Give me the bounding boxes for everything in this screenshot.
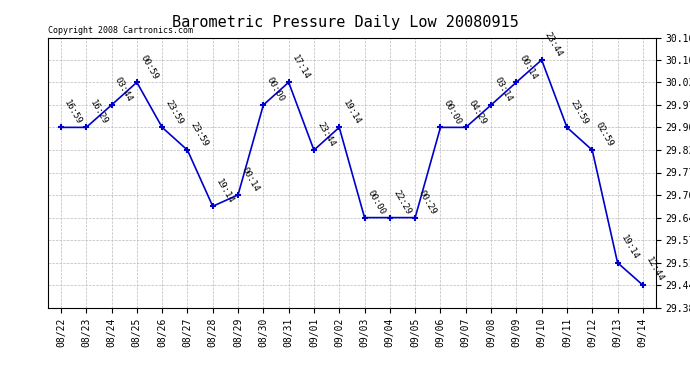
Text: 23:59: 23:59 [189,121,210,149]
Text: 23:59: 23:59 [569,98,589,126]
Text: 00:59: 00:59 [138,53,159,81]
Text: 04:29: 04:29 [467,98,489,126]
Text: 19:14: 19:14 [341,98,362,126]
Text: 03:14: 03:14 [493,76,513,104]
Text: 02:59: 02:59 [593,121,615,149]
Text: 00:14: 00:14 [518,53,539,81]
Text: 00:00: 00:00 [366,189,387,216]
Text: 16:29: 16:29 [88,98,109,126]
Text: 17:14: 17:14 [290,53,311,81]
Text: 19:14: 19:14 [619,234,640,261]
Text: 23:44: 23:44 [543,31,564,58]
Text: 03:44: 03:44 [113,76,134,104]
Text: 00:29: 00:29 [417,189,437,216]
Text: 00:14: 00:14 [239,166,261,194]
Text: Copyright 2008 Cartronics.com: Copyright 2008 Cartronics.com [48,26,193,35]
Text: 23:44: 23:44 [315,121,337,149]
Text: 16:59: 16:59 [62,98,83,126]
Text: 22:29: 22:29 [391,189,413,216]
Text: 23:59: 23:59 [164,98,185,126]
Text: Barometric Pressure Daily Low 20080915: Barometric Pressure Daily Low 20080915 [172,15,518,30]
Text: 19:14: 19:14 [214,177,235,205]
Text: 00:00: 00:00 [442,98,463,126]
Text: 12:44: 12:44 [644,256,665,284]
Text: 00:00: 00:00 [265,76,286,104]
